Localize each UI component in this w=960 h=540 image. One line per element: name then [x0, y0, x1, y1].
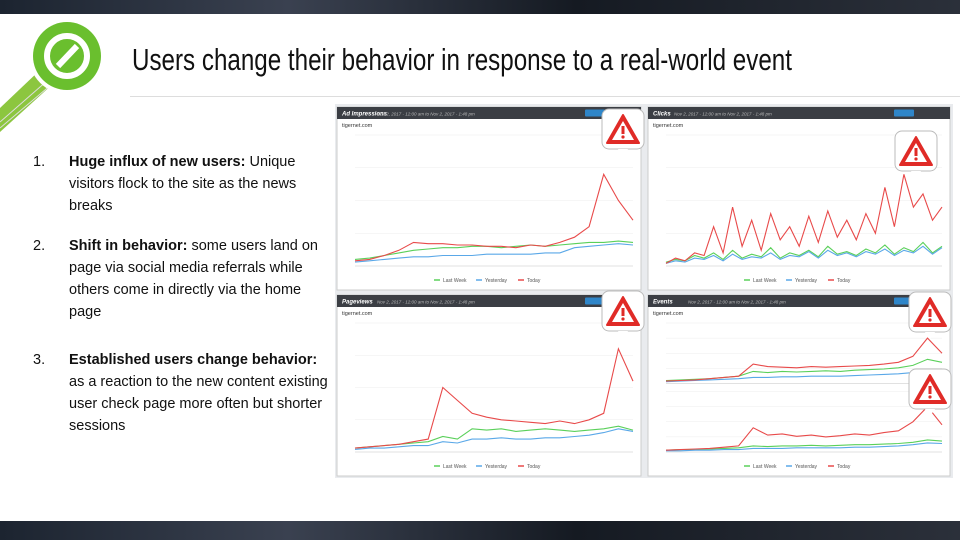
legend-label: Last Week	[753, 464, 777, 470]
panel-date: Nov 2, 2017 - 12:00 am to Nov 2, 2017 - …	[377, 300, 475, 305]
legend-label: Today	[527, 278, 541, 284]
panel	[336, 106, 642, 291]
warning-pointer	[618, 149, 628, 156]
panel-header	[648, 295, 950, 307]
series-line	[354, 428, 634, 450]
item-number: 2.	[33, 238, 46, 254]
panel	[336, 294, 642, 477]
panel-title: Clicks	[653, 112, 671, 118]
warning-icon	[894, 130, 938, 178]
warning-dot	[928, 395, 932, 399]
list-item: 2. Shift in behavior: some users land on…	[33, 235, 333, 323]
site-label: tigernet.com	[342, 123, 373, 129]
legend-label: Today	[837, 464, 851, 470]
legend-label: Last Week	[753, 278, 777, 284]
warning-dot	[928, 318, 932, 322]
series-line	[665, 369, 943, 383]
legend-label: Today	[527, 464, 541, 470]
item-number: 3.	[33, 352, 46, 368]
series-line	[354, 172, 634, 262]
site-label: tigernet.com	[342, 311, 373, 317]
header-button	[894, 109, 914, 117]
item-number: 1.	[33, 154, 46, 170]
panel-date: Nov 2, 2017 - 12:00 am to Nov 2, 2017 - …	[688, 300, 786, 305]
panel-header	[337, 295, 641, 307]
warning-icon	[601, 108, 645, 156]
item-bold: Established users change behavior:	[69, 352, 318, 368]
panel-title: Ad Impressions	[341, 112, 388, 118]
panel-header	[648, 107, 950, 119]
item-bold: Huge influx of new users:	[69, 154, 246, 170]
panel-date: Nov 2, 2017 - 12:00 am to Nov 2, 2017 - …	[674, 112, 772, 117]
warning-pointer	[925, 332, 935, 339]
item-bold: Shift in behavior:	[69, 238, 188, 254]
warning-dot	[621, 135, 625, 139]
title-rule	[130, 96, 960, 97]
series-line	[666, 442, 943, 452]
warning-bar	[914, 148, 918, 156]
header-button	[585, 297, 605, 305]
warning-bar	[928, 386, 932, 394]
warning-dot	[914, 157, 918, 161]
warning-bar	[621, 126, 625, 134]
item-text: some users land on page via social media…	[69, 238, 318, 320]
legend-label: Today	[837, 278, 851, 284]
warning-pointer	[911, 171, 921, 178]
legend-label: Last Week	[443, 278, 467, 284]
panel-title: Pageviews	[342, 300, 373, 306]
warning-icon	[908, 368, 952, 416]
series-line	[665, 241, 943, 263]
warning-pointer	[618, 331, 628, 338]
panel-date: Nov 2, 2017 - 12:00 am to Nov 2, 2017 - …	[377, 112, 475, 117]
warning-bar	[621, 308, 625, 316]
series-line	[354, 240, 634, 260]
warning-icon	[908, 291, 952, 339]
series-line	[665, 245, 943, 264]
site-label: tigernet.com	[653, 123, 684, 129]
item-text: as a reaction to the new content existin…	[69, 374, 328, 434]
series-line	[665, 439, 943, 451]
series-line	[665, 174, 943, 264]
header-button	[585, 109, 605, 117]
legend-label: Yesterday	[485, 278, 508, 284]
top-band	[0, 0, 960, 14]
list-item: 1. Huge influx of new users: Unique visi…	[33, 151, 333, 217]
warning-icon	[601, 290, 645, 338]
warning-pointer	[925, 409, 935, 416]
series-line	[665, 337, 943, 382]
warning-bar	[928, 309, 932, 317]
series-line	[354, 347, 634, 449]
slide-title: Users change their behavior in response …	[132, 42, 792, 77]
logo	[0, 18, 105, 132]
series-line	[665, 405, 943, 451]
legend-label: Yesterday	[795, 464, 818, 470]
panel-header	[337, 107, 641, 119]
site-label: tigernet.com	[653, 311, 684, 317]
list-item: 3. Established users change behavior: as…	[33, 349, 333, 437]
legend-label: Yesterday	[485, 464, 508, 470]
legend-label: Yesterday	[795, 278, 818, 284]
bottom-band	[0, 521, 960, 540]
series-line	[354, 243, 634, 263]
item-text: Unique visitors flock to the site as the…	[69, 154, 297, 214]
panel-title: Events	[653, 300, 673, 306]
warning-dot	[621, 317, 625, 321]
legend-label: Last Week	[443, 464, 467, 470]
